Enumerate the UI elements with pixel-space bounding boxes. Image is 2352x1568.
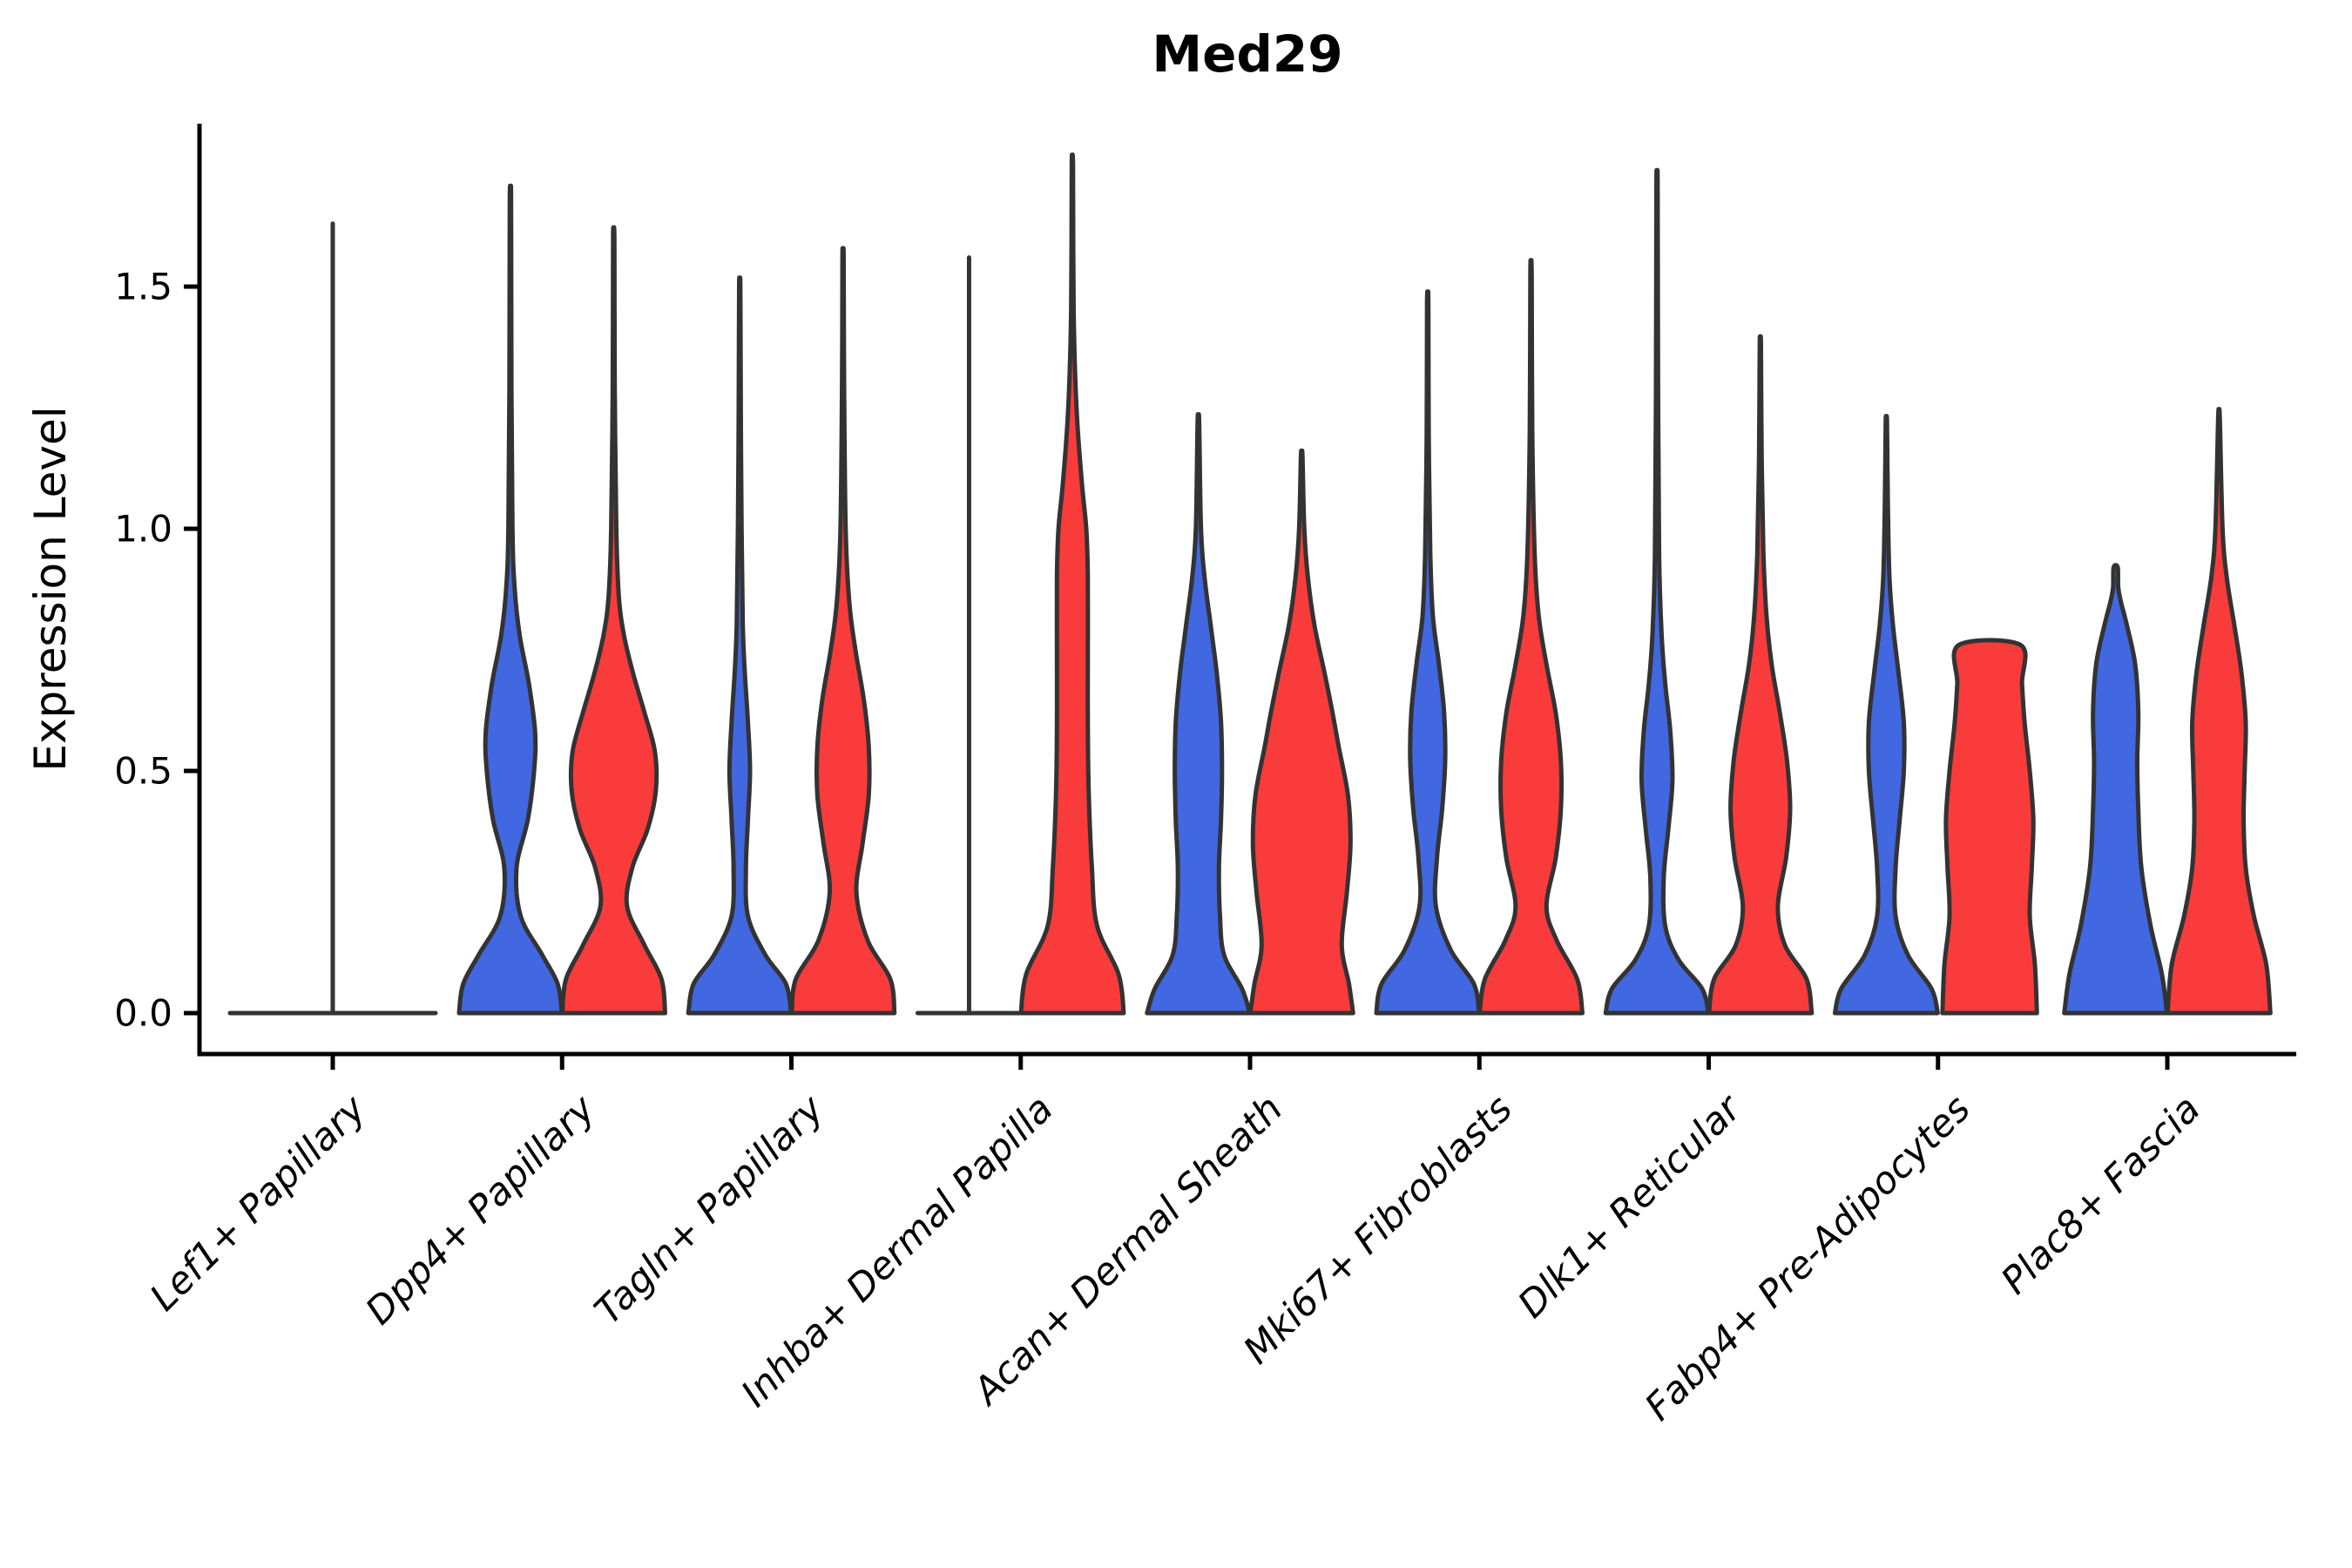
violin-group-blue-7 [1603,167,1711,1016]
violin-group-blue-8 [1832,414,1940,1016]
y-tick-label: 1.5 [114,265,172,308]
violin-group-red-5 [1247,448,1355,1016]
violin-group-red-2 [560,225,667,1016]
violin-group-red-8 [1940,638,2039,1016]
violin-group-blue-2 [456,183,564,1016]
violin-group-blue-3 [686,275,794,1016]
violin-group-red-7 [1707,334,1815,1016]
chart-title: Med29 [1152,24,1343,84]
y-axis-title: Expression Level [25,406,76,772]
y-tick-label: 1.0 [114,507,172,551]
y-tick-label: 0.0 [114,991,172,1035]
violin-group-red-4 [1018,152,1126,1016]
violin-group-red-6 [1477,258,1585,1016]
y-tick-label: 0.5 [114,749,172,793]
violin-group-blue-6 [1374,289,1482,1016]
violin-group-blue-9 [2062,563,2170,1016]
violin-group-red-3 [789,246,897,1016]
violin-group-blue-5 [1145,412,1253,1016]
violin-group-red-9 [2165,407,2273,1016]
